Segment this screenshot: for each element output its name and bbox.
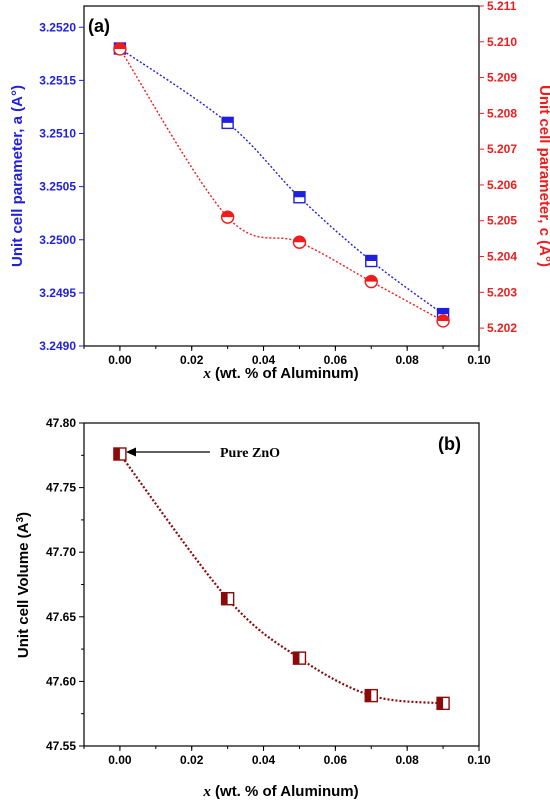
panel-a-yleft-tick-label: 3.2495	[39, 286, 76, 300]
panel-a-x-tick-label: 0.02	[180, 353, 204, 367]
panel-b-series-point-fill	[293, 652, 300, 665]
panel-a-ylabel-right: Unit cell parameter, c (A°)	[536, 85, 550, 267]
panel-b-y-tick-label: 47.60	[46, 674, 76, 688]
panel-b-xlabel-var: x	[202, 784, 211, 800]
panel-b-y-tick-label: 47.75	[46, 481, 76, 495]
panel-a-series-1-point-fill	[113, 42, 126, 49]
panel-a-yright-tick-label: 5.205	[487, 214, 517, 228]
panel-b-series-point-fill	[113, 448, 120, 461]
panel-a-x-tick-label: 0.10	[467, 353, 491, 367]
panel-b-xlabel-rest: (wt. % of Aluminum)	[211, 783, 359, 800]
panel-a-frame	[83, 5, 480, 347]
panel-b-x-tick-label: 0.02	[180, 753, 204, 767]
panel-a-yright-tick-label: 5.208	[487, 106, 517, 120]
panel-a-xlabel-rest: (wt. % of Aluminum)	[211, 365, 359, 382]
panel-b-x-tick-label: 0.06	[324, 753, 348, 767]
panel-b-label: (b)	[438, 434, 461, 454]
panel-b-y-tick-label: 47.65	[46, 610, 76, 624]
panel-a-yleft-tick-label: 3.2505	[39, 180, 76, 194]
panel-a-yright-tick-label: 5.203	[487, 285, 517, 299]
panel-a-xlabel: x (wt. % of Aluminum)	[202, 365, 358, 382]
panel-a-yleft-tick-label: 3.2500	[39, 233, 76, 247]
panel-a-yright-tick-label: 5.206	[487, 178, 517, 192]
annotation-pure-zno: Pure ZnO	[220, 446, 280, 461]
panel-a-series-0-line	[119, 47, 444, 315]
panel-b-ylabel-main: Unit cell Volume (A	[15, 522, 32, 658]
panel-a-series-1-point-fill	[221, 211, 234, 218]
panel-b-ylabel: Unit cell Volume (A3)	[15, 512, 33, 658]
panel-b-x-tick-label: 0.00	[108, 753, 132, 767]
panel-a-ylabel-left: Unit cell parameter, a (A°)	[9, 85, 26, 267]
panel-b-x-tick-label: 0.04	[252, 753, 276, 767]
panel-b-xlabel: x (wt. % of Aluminum)	[202, 783, 358, 800]
panel-a-xlabel-var: x	[202, 366, 211, 382]
panel-a-series-1-line	[119, 48, 444, 322]
panel-b-series-line	[119, 453, 444, 705]
panel-a-content: 0.00 0.02 0.04 0.06 0.08 0.10 3.2490 3.2495 3.25…	[39, 0, 517, 367]
panel-a-series-1-point-fill	[365, 275, 378, 282]
panel-b-y-tick-label: 47.80	[46, 416, 76, 430]
panel-b-x-tick-label: 0.10	[467, 753, 491, 767]
panel-a-series-0-point-fill	[437, 308, 449, 315]
panel-a-series-0-point-fill	[365, 255, 377, 261]
panel-a-yright-tick-label: 5.207	[487, 142, 517, 156]
panel-b-series-point-fill	[365, 689, 372, 702]
panel-a-yleft-tick-label: 3.2510	[39, 127, 76, 141]
panel-b-y-tick-label: 47.70	[46, 545, 76, 559]
panel-a-series-1-point-fill	[437, 314, 450, 321]
panel-a-yright-tick-label: 5.211	[487, 0, 517, 13]
panel-b-y-tick-label: 47.55	[46, 739, 76, 753]
panel-a-yleft-tick-label: 3.2520	[39, 20, 76, 34]
panel-a-x-tick-label: 0.00	[108, 353, 132, 367]
panel-b-x-tick-label: 0.08	[396, 753, 420, 767]
panel-a-yright-tick-label: 5.209	[487, 71, 517, 85]
panel-a-series-0-point-fill	[222, 117, 234, 123]
panel-b-ylabel-sup: 3	[15, 516, 26, 522]
panel-b-content: 0.00 0.02 0.04 0.06 0.08 0.10 47.55 47.60 47.65 4…	[46, 416, 491, 767]
panel-a-yright-tick-label: 5.202	[487, 321, 517, 335]
panel-a-yright-tick-label: 5.210	[487, 35, 517, 49]
panel-b-frame	[83, 422, 480, 747]
panel-a-x-tick-label: 0.06	[324, 353, 348, 367]
panel-b-ylabel-end: )	[15, 512, 32, 517]
panel-a-x-tick-label: 0.08	[396, 353, 420, 367]
panel-a-yleft-tick-label: 3.2490	[39, 339, 76, 353]
panel-a-series-1-point-fill	[293, 236, 306, 243]
panel-a-series-0-point-fill	[293, 191, 305, 198]
panel-a-label: (a)	[88, 16, 110, 36]
panel-b-series-point-fill	[221, 592, 228, 605]
panel-a-yleft-tick-label: 3.2515	[39, 73, 76, 87]
panel-b-series-point-fill	[437, 697, 444, 710]
panel-a-x-tick-label: 0.04	[252, 353, 276, 367]
annotation-arrowhead	[126, 447, 136, 457]
panel-a-yright-tick-label: 5.204	[487, 250, 517, 264]
